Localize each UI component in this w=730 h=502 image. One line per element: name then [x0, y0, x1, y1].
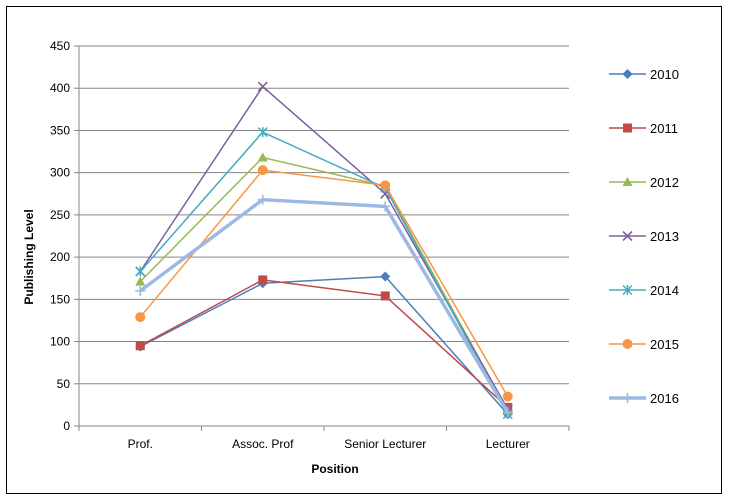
square-marker: [258, 275, 268, 285]
y-tick-label: 100: [50, 335, 70, 349]
circle-marker: [257, 165, 268, 176]
series-2010: [135, 271, 513, 420]
plot-area: [135, 81, 513, 420]
legend-item-2016: 2016: [609, 391, 679, 406]
plus-marker: [502, 407, 513, 418]
x-tick-label: Lecturer: [486, 437, 530, 451]
circle-marker: [622, 339, 633, 349]
series-line: [139, 275, 509, 415]
gridlines: [79, 45, 569, 385]
star-marker: [135, 266, 146, 277]
legend-label: 2012: [650, 175, 679, 190]
series-line: [139, 197, 510, 414]
y-tick-label: 50: [57, 377, 71, 391]
x-axis-label: Position: [311, 462, 358, 476]
series-2015: [135, 165, 513, 402]
legend-item-2011: 2011: [609, 121, 678, 136]
chart-frame: [6, 6, 722, 494]
y-tick-label: 450: [50, 39, 70, 53]
legend-label: 2014: [650, 283, 679, 298]
x-marker: [257, 81, 268, 92]
legend-item-2010: 2010: [609, 67, 679, 82]
series-2016: [135, 194, 513, 418]
legend-item-2015: 2015: [609, 337, 679, 352]
triangle-marker: [257, 152, 268, 162]
star-marker: [622, 284, 633, 296]
series-2012: [135, 152, 513, 415]
plus-marker: [622, 393, 633, 403]
legend-label: 2011: [650, 121, 678, 136]
y-tick-label: 350: [50, 123, 70, 137]
legend: 2010 2011 2012 2013 2014 2015 2016: [609, 67, 679, 406]
series-2014: [135, 127, 513, 420]
triangle-marker: [135, 276, 146, 286]
y-axis: 0 50 100 150 200 250 300 350 400 450: [50, 39, 80, 433]
legend-item-2013: 2013: [609, 229, 679, 244]
plus-marker: [380, 201, 391, 212]
y-tick-label: 250: [50, 208, 70, 222]
y-tick-label: 300: [50, 166, 70, 180]
circle-marker: [502, 391, 513, 402]
legend-label: 2016: [650, 391, 679, 406]
y-tick-label: 0: [63, 419, 70, 433]
series-2013: [135, 81, 513, 415]
plus-marker: [257, 194, 268, 205]
diamond-marker: [622, 69, 633, 79]
square-marker: [135, 341, 145, 351]
legend-item-2014: 2014: [609, 283, 679, 298]
square-marker: [380, 291, 390, 301]
legend-label: 2015: [650, 337, 679, 352]
star-marker: [257, 127, 268, 138]
x-marker: [622, 230, 633, 242]
series-line: [139, 279, 509, 408]
y-tick-label: 150: [50, 292, 70, 306]
x-axis: Prof. Assoc. Prof Senior Lecturer Lecturer: [78, 425, 570, 451]
y-tick-label: 200: [50, 250, 70, 264]
triangle-marker: [622, 177, 633, 186]
legend-item-2012: 2012: [609, 175, 679, 190]
plus-marker: [135, 285, 146, 296]
series-line: [139, 131, 509, 415]
legend-label: 2010: [650, 67, 679, 82]
square-marker: [623, 123, 632, 133]
y-tick-label: 400: [50, 81, 70, 95]
x-tick-label: Senior Lecturer: [344, 437, 426, 451]
diamond-marker: [380, 271, 391, 282]
x-tick-label: Prof.: [128, 437, 153, 451]
circle-marker: [135, 312, 146, 323]
circle-marker: [380, 180, 391, 191]
series-2011: [135, 275, 513, 412]
x-tick-label: Assoc. Prof: [232, 437, 294, 451]
y-axis-label: Publishing Level: [22, 209, 36, 304]
legend-label: 2013: [650, 229, 679, 244]
series-line: [139, 156, 509, 412]
